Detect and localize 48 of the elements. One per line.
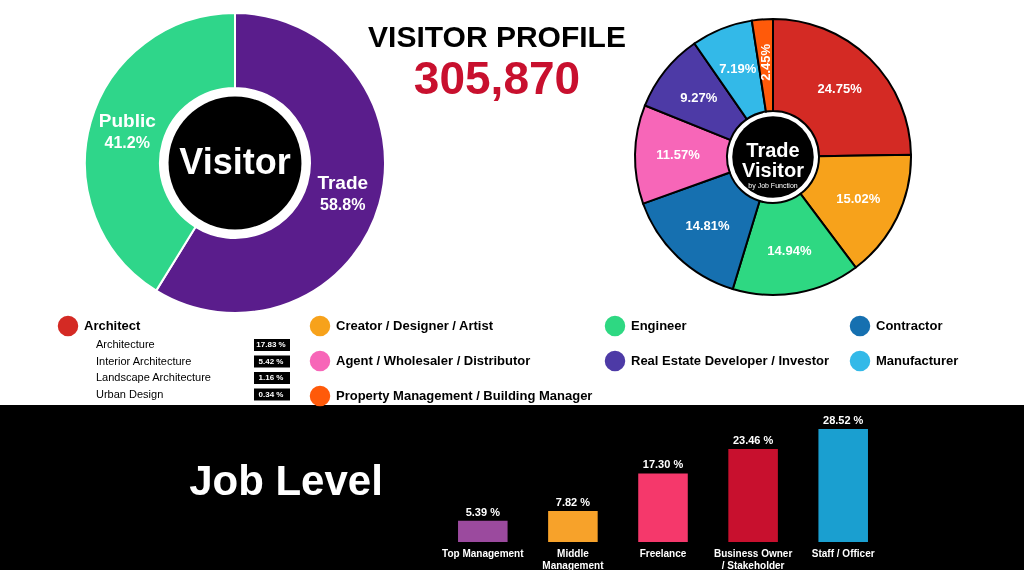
text: 5.42 % xyxy=(258,356,284,366)
bar xyxy=(728,449,778,542)
text: VISITOR PROFILE xyxy=(368,20,626,53)
legend-label: Creator / Designer / Artist xyxy=(336,318,494,333)
data-label: 58.8% xyxy=(320,195,366,213)
legend-label: Agent / Wholesaler / Distributor xyxy=(336,353,531,368)
data-label: 7.82 % xyxy=(555,496,591,509)
text: Visitor xyxy=(179,141,291,182)
data-label: 9.27% xyxy=(680,89,718,105)
text: Architecture xyxy=(96,338,155,350)
legend-label: Engineer xyxy=(631,318,687,333)
text: Urban Design xyxy=(96,387,164,400)
x-tick-label: Staff / Officer xyxy=(811,547,875,559)
text: Landscape Architecture xyxy=(96,371,211,383)
data-label: 17.30 % xyxy=(642,458,684,471)
bar xyxy=(548,511,598,542)
x-tick-label: Business Owner / Stakeholder xyxy=(713,547,793,571)
text: Job Level xyxy=(189,457,383,504)
legend-label: Property Management / Building Manager xyxy=(336,388,593,403)
text: Trade Visitor xyxy=(742,139,805,181)
bar xyxy=(458,520,508,542)
data-label: 15.02% xyxy=(836,190,881,206)
data-label: 2.45% xyxy=(757,43,773,81)
data-label: 7.19% xyxy=(719,60,757,76)
text: 1.16 % xyxy=(258,373,284,382)
legend-label: Real Estate Developer / Investor xyxy=(631,353,829,368)
data-label: 23.46 % xyxy=(732,434,774,447)
data-label: 24.75% xyxy=(817,81,863,97)
slice-label: Trade xyxy=(317,171,369,193)
text: 17.83 % xyxy=(256,340,286,349)
legend-label: Architect xyxy=(84,318,142,333)
text: Interior Architecture xyxy=(96,354,192,367)
legend-label: Manufacturer xyxy=(876,353,959,368)
data-label: 41.2% xyxy=(104,134,150,152)
x-tick-label: Freelance xyxy=(639,547,687,559)
data-label: 14.81% xyxy=(685,217,730,233)
data-label: 5.39 % xyxy=(465,505,501,518)
data-label: 11.57% xyxy=(656,147,701,163)
bar xyxy=(818,429,868,542)
text: 0.34 % xyxy=(258,389,284,399)
data-label: 14.94% xyxy=(767,242,812,258)
slice-label: Public xyxy=(98,110,157,132)
x-tick-label: Top Management xyxy=(442,547,525,559)
legend-label: Contractor xyxy=(876,318,943,333)
bar xyxy=(638,473,688,542)
text: 305,870 xyxy=(413,52,581,104)
x-tick-label: Middle Management xyxy=(542,547,605,571)
data-label: 28.52 % xyxy=(823,414,864,426)
